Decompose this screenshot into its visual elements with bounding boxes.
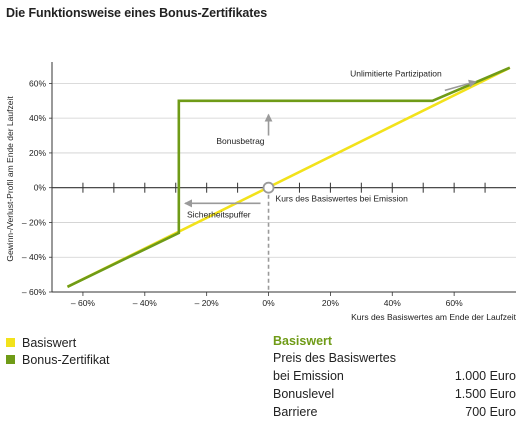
info-label: bei Emission <box>273 369 344 383</box>
y-tick-label: 0% <box>34 183 47 193</box>
info-title: Basiswert <box>273 334 333 348</box>
x-tick-label: – 40% <box>133 298 158 308</box>
axes: 60% 40% 20% 0% – 20% – 40% – 60% – 60% – 40% – 20… <box>22 62 516 308</box>
info-label: Barriere <box>273 405 318 419</box>
legend-item-bonus-zertifikat: Bonus-Zertifikat <box>6 351 110 368</box>
series-line-bonus-zertifikat <box>66 66 511 288</box>
legend-label-bonus-zertifikat: Bonus-Zertifikat <box>22 352 110 367</box>
x-tick-label: – 20% <box>195 298 220 308</box>
x-tick-label: 60% <box>446 298 463 308</box>
info-row-bonuslevel: Bonuslevel 1.500 Euro <box>273 387 516 405</box>
legend: Basiswert Bonus-Zertifikat <box>6 334 110 368</box>
info-value: 1.000 Euro <box>454 369 516 383</box>
info-subtitle-row: Preis des Basiswertes <box>273 351 516 369</box>
y-tick-label: 20% <box>29 148 46 158</box>
info-row-barriere: Barriere 700 Euro <box>273 405 516 423</box>
x-axis-label: Kurs des Basiswertes am Ende der Laufzei… <box>351 312 517 322</box>
x-tick-label: 0% <box>262 298 275 308</box>
y-tick-label: 60% <box>29 78 46 88</box>
y-tick-label: – 40% <box>22 252 47 262</box>
info-value: 1.500 Euro <box>454 387 516 401</box>
annotations: Bonusbetrag Kurs des Basiswertes bei Emis… <box>184 68 477 292</box>
x-tick-label: 40% <box>384 298 401 308</box>
legend-item-basiswert: Basiswert <box>6 334 110 351</box>
emission-marker <box>262 181 275 194</box>
bonus-annotation: Bonusbetrag <box>216 136 264 146</box>
x-tick-label: – 60% <box>71 298 96 308</box>
y-axis-label: Gewinn-/Verlust-Profil am Ende der Laufz… <box>5 96 15 262</box>
x-tick-label: 20% <box>322 298 339 308</box>
info-panel: Basiswert Preis des Basiswertes bei Emis… <box>273 334 516 423</box>
y-tick-label: – 20% <box>22 217 47 227</box>
emission-annotation: Kurs des Basiswertes bei Emission <box>276 194 409 204</box>
chart-title: Die Funktionsweise eines Bonus-Zertifika… <box>6 6 268 20</box>
y-tick-label: – 60% <box>22 287 47 297</box>
unlimited-annotation: Unlimitierte Partizipation <box>350 68 442 78</box>
bonus-certificate-chart: 60% 40% 20% 0% – 20% – 40% – 60% – 60% – 40% – 20… <box>5 62 517 322</box>
legend-label-basiswert: Basiswert <box>22 335 77 350</box>
grid-lines <box>52 82 516 293</box>
buffer-annotation: Sicherheitspuffer <box>187 209 251 219</box>
info-row-emission: bei Emission 1.000 Euro <box>273 369 516 387</box>
info-label: Bonuslevel <box>273 387 335 401</box>
legend-swatch-basiswert <box>6 338 15 347</box>
legend-swatch-bonus-zertifikat <box>6 355 15 364</box>
unlimited-arrow <box>444 79 477 92</box>
info-value: 700 Euro <box>465 405 516 419</box>
series-lines <box>66 66 511 288</box>
y-tick-label: 40% <box>29 113 46 123</box>
info-subtitle: Preis des Basiswertes <box>273 351 396 365</box>
